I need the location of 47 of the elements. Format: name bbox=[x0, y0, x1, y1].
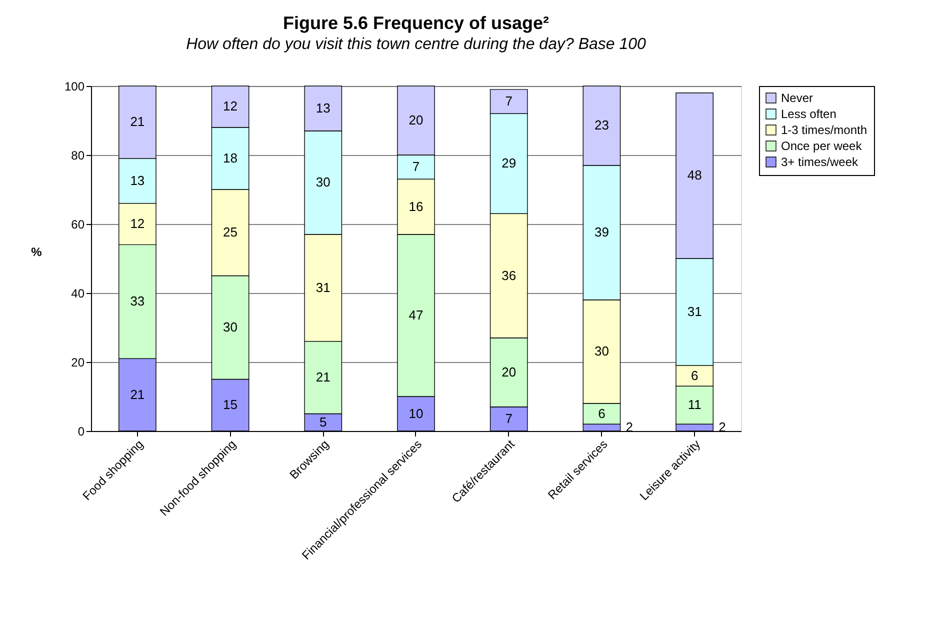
data-label: 18 bbox=[223, 150, 238, 166]
data-label: 10 bbox=[408, 406, 424, 421]
data-label: 21 bbox=[316, 370, 330, 385]
legend-label: Never bbox=[781, 91, 814, 105]
data-label: 21 bbox=[130, 386, 145, 402]
data-label: 39 bbox=[594, 224, 609, 240]
legend-label: 3+ times/week bbox=[781, 155, 860, 169]
legend-label: Once per week bbox=[781, 139, 863, 153]
data-label: 7 bbox=[412, 159, 420, 174]
y-tick-label: 100 bbox=[64, 80, 85, 94]
data-label: 21 bbox=[130, 114, 145, 130]
data-label: 36 bbox=[502, 268, 516, 283]
data-label: 12 bbox=[130, 216, 145, 231]
data-label: 31 bbox=[687, 304, 702, 319]
data-label: 30 bbox=[223, 320, 238, 334]
data-label: 25 bbox=[223, 224, 238, 240]
data-label: 5 bbox=[320, 414, 327, 430]
data-label: 48 bbox=[687, 168, 702, 183]
data-label: 47 bbox=[408, 307, 424, 322]
legend-label: Less often bbox=[781, 107, 836, 121]
data-label: 6 bbox=[690, 368, 698, 383]
data-label: 11 bbox=[688, 397, 702, 412]
data-label: 31 bbox=[316, 280, 330, 295]
y-tick-label: 20 bbox=[71, 356, 85, 370]
y-axis-title: % bbox=[31, 245, 42, 259]
y-tick-label: 0 bbox=[78, 424, 85, 438]
data-label: 23 bbox=[594, 118, 609, 133]
data-label: 30 bbox=[594, 344, 609, 359]
data-label: 12 bbox=[223, 98, 238, 114]
data-label: 20 bbox=[408, 112, 424, 128]
data-label: 13 bbox=[316, 100, 330, 116]
data-label: 29 bbox=[502, 156, 516, 171]
y-tick-label: 40 bbox=[71, 286, 85, 300]
data-label: 33 bbox=[130, 294, 145, 309]
data-label: 15 bbox=[223, 397, 238, 412]
data-label: 7 bbox=[505, 94, 512, 109]
data-label: 6 bbox=[598, 406, 606, 421]
data-label: 13 bbox=[130, 172, 145, 188]
data-label: 20 bbox=[502, 364, 516, 380]
data-label: 7 bbox=[505, 410, 512, 426]
chart-title: Figure 5.6 Frequency of usage² bbox=[282, 13, 550, 33]
chart-subtitle: How often do you visit this town centre during the day? Base 100 bbox=[186, 36, 646, 53]
data-label: 30 bbox=[316, 174, 330, 190]
legend-label: 1-3 times/month bbox=[781, 123, 868, 137]
y-tick-label: 80 bbox=[71, 148, 85, 162]
y-tick-label: 60 bbox=[71, 218, 85, 232]
data-label: 16 bbox=[408, 198, 424, 214]
